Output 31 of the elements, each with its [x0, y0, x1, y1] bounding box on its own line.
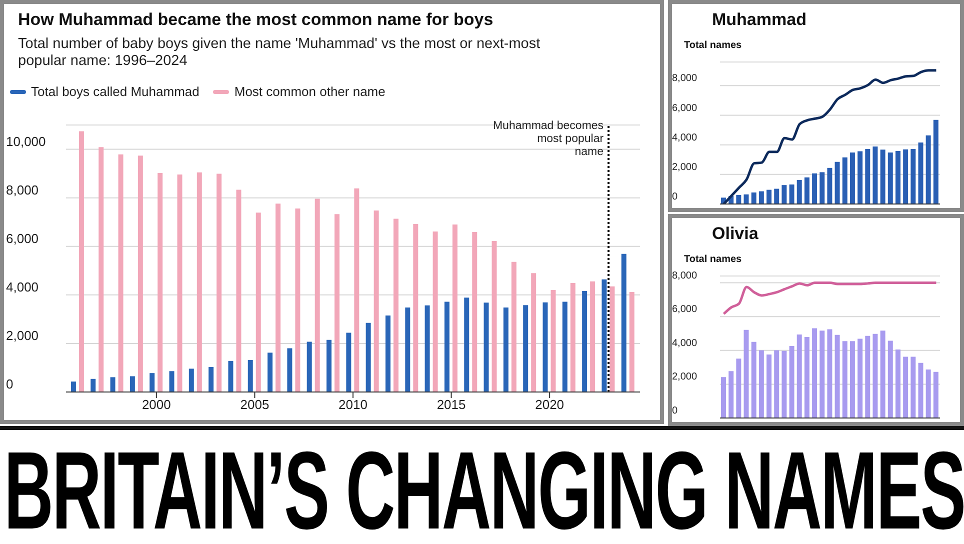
- ref-line-label: Muhammad becomes most popular name: [492, 120, 604, 158]
- x-tick-label: 2005: [240, 397, 270, 412]
- y-tick-label: 2,000: [672, 372, 698, 383]
- x-tick-label: 2010: [338, 397, 368, 412]
- y-tick-label: 8,000: [672, 73, 698, 84]
- y-tick-label: 0: [672, 192, 678, 203]
- y-tick-label: 6,000: [672, 102, 698, 114]
- legend-label: Total boys called Muhammad: [30, 84, 200, 99]
- y-tick-label: 4,000: [6, 280, 39, 295]
- y-tick-label: 6,000: [6, 230, 39, 246]
- y-tick-label: 4,000: [672, 132, 698, 144]
- y-tick-label: 10,000: [6, 134, 46, 149]
- x-tick-label: 2015: [436, 397, 466, 412]
- y-axis-title: Total names: [684, 254, 743, 265]
- chart-title: Muhammad: [712, 10, 808, 30]
- y-tick-label: 8,000: [6, 182, 39, 198]
- y-tick-label: 0: [6, 376, 14, 392]
- y-tick-label: 2,000: [6, 328, 39, 344]
- y-tick-label: 6,000: [672, 304, 698, 316]
- y-axis-title: Total names: [684, 40, 743, 51]
- y-tick-label: 4,000: [672, 338, 698, 349]
- y-tick-label: 2,000: [672, 162, 698, 173]
- chart-title: Olivia: [712, 224, 760, 244]
- chart-subtitle: Total number of baby boys given the name 'Muhammad' vs the most or next-most popular name: 1996–2024: [18, 36, 542, 70]
- legend-label: Most common other name: [233, 84, 386, 99]
- text: BRITAIN’S CHANGING NAMES: [4, 430, 964, 544]
- chart-title: How Muhammad became the most common name for boys: [18, 10, 494, 30]
- y-tick-label: 8,000: [672, 270, 698, 282]
- y-tick-label: 0: [672, 406, 678, 417]
- x-tick-label: 2020: [535, 397, 564, 412]
- x-tick-label: 2000: [142, 397, 171, 412]
